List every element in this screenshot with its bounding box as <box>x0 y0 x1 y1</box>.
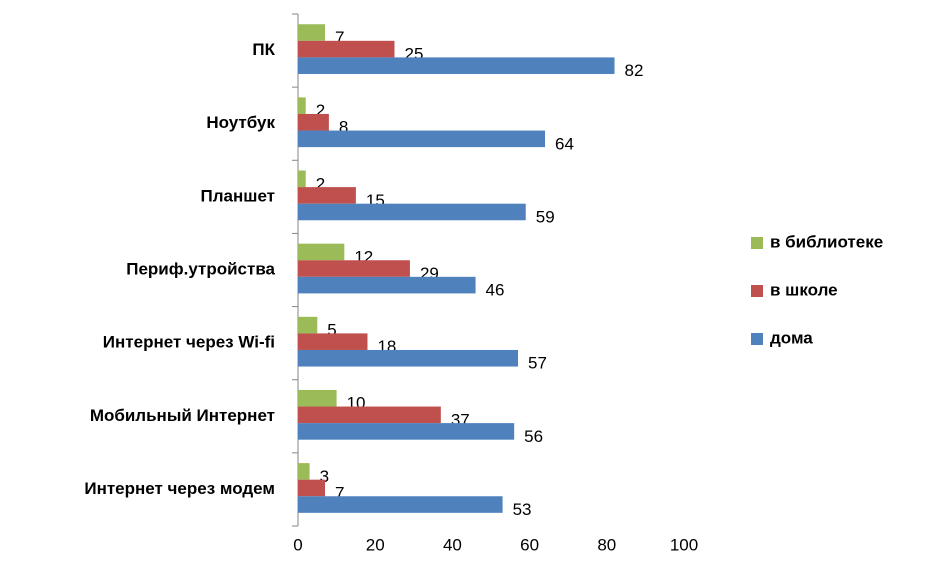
bar <box>298 316 318 334</box>
bar <box>298 406 441 424</box>
x-tick-label: 60 <box>520 535 539 554</box>
bar <box>298 170 306 188</box>
legend-swatch <box>751 285 763 297</box>
data-label: 7 <box>335 28 344 47</box>
legend-label: в библиотеке <box>770 232 883 251</box>
legend-swatch <box>751 237 763 249</box>
category-label: Ноутбук <box>206 113 275 132</box>
bar <box>298 187 356 204</box>
category-label: Интернет через Wi-fi <box>103 333 275 352</box>
bar <box>298 57 615 74</box>
x-tick-label: 20 <box>366 535 385 554</box>
bar <box>298 97 306 114</box>
x-tick-label: 80 <box>597 535 616 554</box>
data-label: 7 <box>335 483 344 502</box>
category-label: Интернет через модем <box>84 479 275 498</box>
x-tick-label: 100 <box>670 535 698 554</box>
data-label: 3 <box>320 467 329 486</box>
bar <box>298 349 519 367</box>
x-tick-label: 0 <box>293 535 302 554</box>
legend-label: дома <box>770 328 813 347</box>
bar <box>298 479 326 497</box>
data-label: 8 <box>339 118 348 137</box>
data-label: 82 <box>625 61 644 80</box>
data-label: 64 <box>555 134 574 153</box>
data-label: 2 <box>316 174 325 193</box>
x-tick-label: 40 <box>443 535 462 554</box>
category-label: Мобильный Интернет <box>90 406 275 425</box>
data-label: 53 <box>513 500 532 519</box>
category-label: Планшет <box>201 186 275 205</box>
data-label: 59 <box>536 207 555 226</box>
category-label: Периф.утройства <box>126 259 275 278</box>
bar <box>298 423 515 440</box>
legend-label: в школе <box>770 280 838 299</box>
bar <box>298 24 326 41</box>
data-label: 56 <box>524 427 543 446</box>
bar <box>298 496 503 513</box>
data-label: 57 <box>528 354 547 373</box>
bar <box>298 243 345 261</box>
data-label: 46 <box>486 281 505 300</box>
bar <box>298 113 329 131</box>
data-label: 2 <box>316 101 325 120</box>
bar <box>298 463 310 480</box>
category-label: ПК <box>252 40 275 59</box>
bar <box>298 260 410 277</box>
bar <box>298 276 476 294</box>
bar <box>298 333 368 350</box>
bar <box>298 130 546 148</box>
legend-swatch <box>751 333 763 345</box>
data-label: 5 <box>327 321 336 340</box>
bar <box>298 203 526 221</box>
bar <box>298 40 395 58</box>
bar <box>298 389 337 407</box>
